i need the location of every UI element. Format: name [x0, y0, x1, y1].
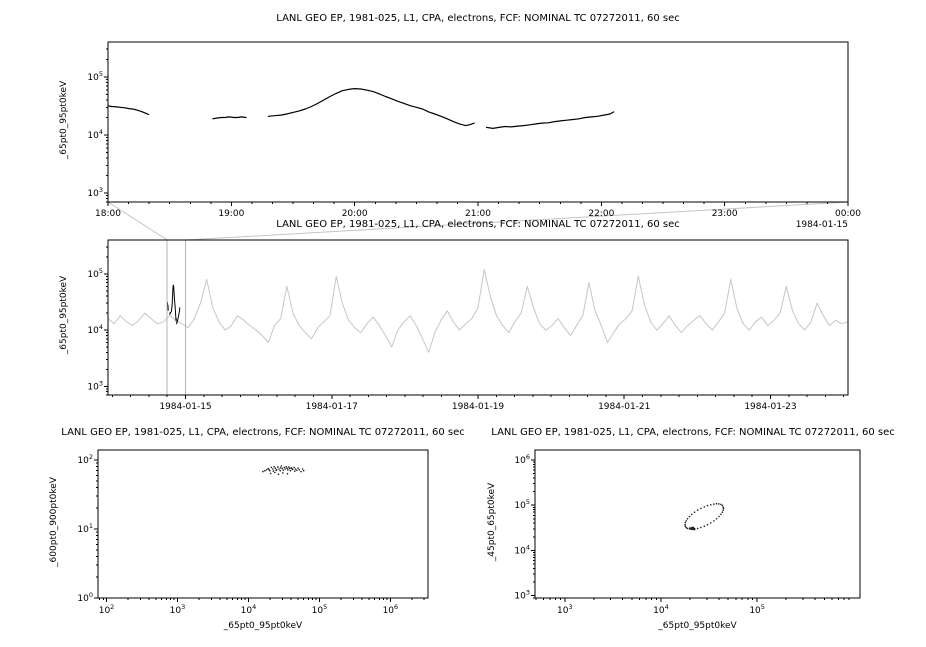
svg-text:103: 103	[514, 589, 530, 602]
panel2-ylabel: _65pt0_95pt0keV	[59, 275, 69, 355]
svg-text:1984-01-23: 1984-01-23	[744, 402, 796, 412]
svg-text:106: 106	[514, 453, 530, 466]
panel4-ylabel: _45pt0_65pt0keV	[487, 482, 497, 562]
svg-text:102: 102	[99, 603, 115, 616]
panel2-plot-area[interactable]	[108, 240, 848, 395]
svg-text:1984-01-17: 1984-01-17	[306, 402, 358, 412]
svg-text:105: 105	[87, 70, 103, 83]
svg-text:106: 106	[383, 603, 399, 616]
svg-text:105: 105	[87, 267, 103, 280]
svg-text:105: 105	[514, 498, 530, 511]
svg-text:00:00: 00:00	[835, 209, 861, 219]
panel2-title: LANL GEO EP, 1981-025, L1, CPA, electron…	[276, 219, 680, 230]
panel1-title: LANL GEO EP, 1981-025, L1, CPA, electron…	[276, 13, 680, 24]
svg-text:19:00: 19:00	[218, 209, 244, 219]
svg-text:104: 104	[653, 603, 669, 616]
svg-text:105: 105	[312, 603, 328, 616]
svg-text:1984-01-19: 1984-01-19	[452, 402, 505, 412]
panel1-plot-area[interactable]	[108, 42, 848, 202]
svg-text:1984-01-15: 1984-01-15	[159, 402, 211, 412]
svg-text:103: 103	[170, 603, 186, 616]
svg-text:104: 104	[514, 543, 530, 556]
svg-text:103: 103	[557, 603, 573, 616]
svg-text:101: 101	[77, 522, 93, 535]
panel1-ylabel: _65pt0_95pt0keV	[59, 80, 69, 160]
svg-text:1984-01-21: 1984-01-21	[598, 402, 650, 412]
svg-text:23:00: 23:00	[712, 209, 738, 219]
svg-text:100: 100	[77, 591, 93, 604]
svg-text:103: 103	[87, 186, 103, 199]
panel4-plot-area[interactable]	[535, 450, 860, 598]
svg-text:20:00: 20:00	[342, 209, 368, 219]
svg-text:105: 105	[749, 603, 765, 616]
svg-text:102: 102	[77, 453, 93, 466]
svg-text:18:00: 18:00	[95, 209, 121, 219]
svg-text:104: 104	[87, 323, 103, 336]
svg-text:21:00: 21:00	[465, 209, 491, 219]
panel3-plot-area[interactable]	[98, 450, 428, 598]
svg-text:104: 104	[241, 603, 257, 616]
panel1-context-date: 1984-01-15	[795, 220, 848, 230]
panel3-ylabel: _600pt0_900pt0keV	[49, 477, 59, 567]
panel3-title: LANL GEO EP, 1981-025, L1, CPA, electron…	[61, 427, 465, 438]
panel4-xlabel: _65pt0_95pt0keV	[658, 621, 737, 631]
panel3-xlabel: _65pt0_95pt0keV	[223, 621, 303, 631]
svg-text:22:00: 22:00	[588, 209, 614, 219]
svg-text:104: 104	[87, 128, 103, 141]
svg-text:103: 103	[87, 379, 103, 392]
panel4-title: LANL GEO EP, 1981-025, L1, CPA, electron…	[491, 427, 895, 438]
